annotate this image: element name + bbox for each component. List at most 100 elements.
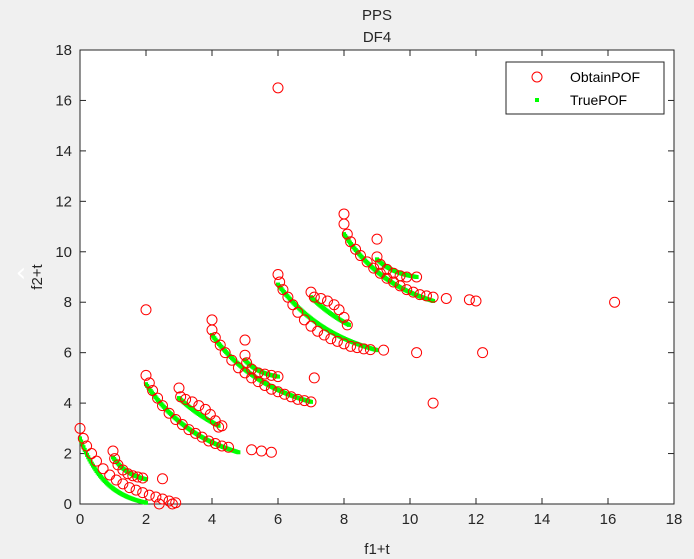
- obtainpof-point: [322, 295, 333, 307]
- obtainpof-point: [272, 386, 284, 398]
- obtainpof-point: [470, 295, 482, 307]
- truepof-point: [87, 457, 92, 462]
- x-tick-label: 14: [534, 511, 551, 528]
- obtainpof-point: [440, 292, 452, 304]
- legend-obtainpof-marker: [531, 71, 543, 83]
- obtainpof-point: [351, 342, 363, 354]
- y-tick-label: 8: [64, 294, 72, 311]
- truepof-point: [88, 459, 93, 464]
- y-tick-label: 10: [55, 244, 72, 261]
- truepof-point: [236, 450, 241, 455]
- x-tick-label: 18: [666, 511, 683, 528]
- obtainpof-point: [239, 349, 251, 361]
- obtainpof-point: [143, 489, 155, 501]
- obtainpof-point: [97, 463, 109, 475]
- obtainpof-point: [180, 393, 192, 405]
- truepof-point: [346, 322, 351, 327]
- obtainpof-point: [216, 440, 228, 452]
- obtainpof-point: [226, 354, 238, 366]
- obtainpof-point: [246, 363, 258, 375]
- obtainpof-point: [298, 314, 310, 326]
- obtainpof-point: [209, 437, 221, 449]
- obtainpof-point: [333, 304, 345, 316]
- chevron-left-icon[interactable]: ‹: [15, 258, 27, 288]
- x-tick-label: 10: [402, 511, 419, 528]
- obtainpof-point: [277, 284, 289, 296]
- obtainpof-point: [173, 382, 185, 394]
- y-tick-label: 18: [55, 42, 72, 59]
- obtainpof-point: [91, 455, 102, 467]
- obtainpof-point: [166, 498, 178, 510]
- obtainpof-point: [216, 420, 228, 432]
- obtainpof-point: [345, 340, 357, 352]
- obtainpof-point: [157, 473, 168, 485]
- obtainpof-point: [421, 290, 432, 302]
- obtainpof-point: [292, 393, 304, 405]
- obtainpof-point: [137, 487, 149, 499]
- obtainpof-point: [312, 325, 324, 337]
- x-axis: 0 2 4 6 8 10 12 14 16 18: [76, 50, 683, 528]
- truepof-point: [81, 445, 86, 450]
- obtainpof-point: [183, 424, 195, 436]
- truepof-point: [78, 436, 82, 441]
- obtainpof-point: [107, 445, 119, 457]
- obtainpof-point: [81, 440, 93, 452]
- obtainpof-point: [308, 372, 320, 384]
- obtainpof-point: [152, 392, 164, 404]
- chart-subtitle: DF4: [363, 29, 391, 46]
- truepof-point: [216, 423, 221, 428]
- obtainpof-point: [77, 432, 89, 444]
- y-tick-label: 4: [64, 395, 72, 412]
- obtainpof-point: [371, 233, 383, 245]
- obtainpof-point: [259, 379, 271, 391]
- obtainpof-point: [175, 391, 187, 403]
- obtainpof-point: [427, 291, 439, 303]
- obtainpof-point: [122, 468, 134, 480]
- obtainpof-point: [341, 319, 353, 331]
- obtainpof-point: [203, 435, 215, 447]
- obtainpof-point: [74, 422, 86, 434]
- obtainpof-point: [411, 347, 423, 359]
- obtainpof-point: [279, 388, 291, 400]
- obtainpof-point: [361, 256, 373, 268]
- obtainpof-point: [331, 335, 343, 347]
- obtainpof-point: [477, 347, 489, 359]
- obtainpof-point: [193, 400, 205, 412]
- y-tick-label: 0: [64, 496, 72, 513]
- obtainpof-point: [132, 471, 144, 483]
- truepof-point: [144, 477, 148, 482]
- legend-obtainpof-label: ObtainPOF: [570, 69, 640, 85]
- obtainpof-point: [388, 267, 399, 279]
- obtainpof-point: [463, 294, 475, 306]
- obtainpof-point: [609, 296, 621, 308]
- obtainpof-point: [190, 427, 201, 439]
- obtainpof-point: [239, 334, 251, 346]
- obtainpof-point: [378, 344, 390, 356]
- obtainpof-point: [401, 284, 413, 296]
- truepof-point: [82, 447, 87, 452]
- obtainpof-point: [147, 385, 159, 396]
- obtainpof-point: [137, 472, 149, 484]
- obtainpof-point: [287, 299, 299, 311]
- obtainpof-point: [394, 270, 406, 282]
- obtainpof-point: [272, 371, 284, 383]
- obtainpof-point: [315, 292, 327, 304]
- y-tick-label: 12: [55, 193, 72, 210]
- obtainpof-point: [358, 343, 370, 355]
- obtainpof-point: [140, 304, 152, 316]
- obtainpof-point: [265, 446, 277, 458]
- obtainpof-point: [117, 478, 129, 490]
- truepof-point: [144, 500, 148, 505]
- x-tick-label: 6: [274, 511, 282, 528]
- obtainpof-point: [206, 324, 218, 336]
- obtainpof-point: [186, 396, 198, 408]
- truepof-point: [276, 374, 280, 379]
- obtainpof-point: [282, 291, 294, 303]
- y-tick-label: 16: [55, 92, 72, 109]
- obtainpof-point: [110, 474, 122, 486]
- obtainpof-point: [223, 441, 234, 453]
- obtainpof-point: [381, 263, 393, 275]
- obtainpof-point: [371, 251, 383, 263]
- obtainpof-point: [252, 367, 264, 379]
- x-tick-label: 0: [76, 511, 84, 528]
